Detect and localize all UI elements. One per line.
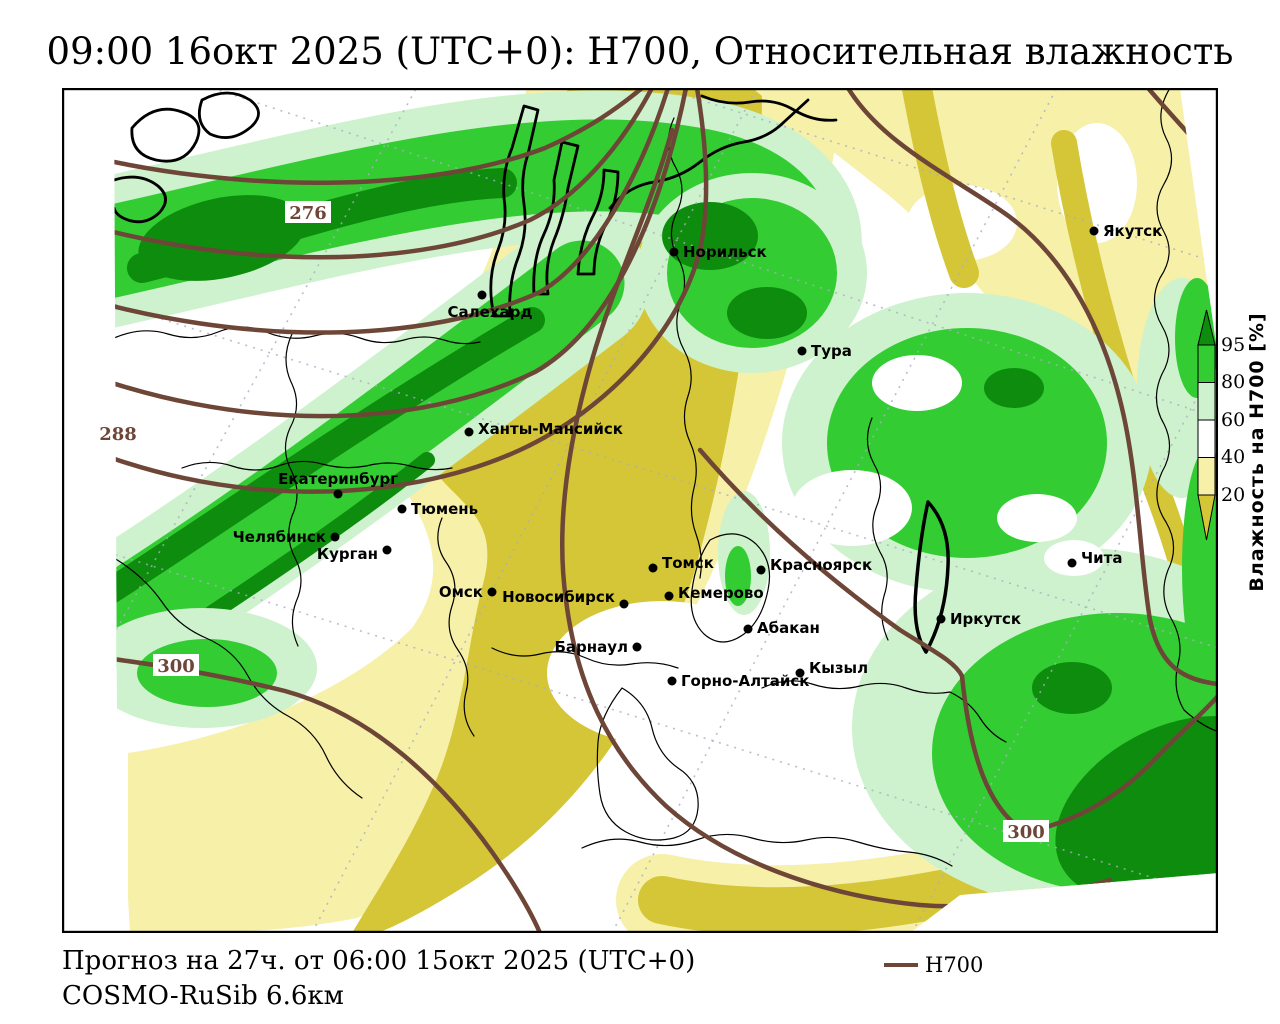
- colorbar-tick-20: 20: [1221, 484, 1246, 506]
- svg-text:Новосибирск: Новосибирск: [502, 588, 615, 606]
- svg-text:Челябинск: Челябинск: [233, 528, 326, 546]
- city-norilsk: Норильск: [669, 243, 767, 261]
- city-salekhard: Салехард: [448, 290, 533, 321]
- colorbar-tick-95: 95: [1221, 334, 1246, 356]
- svg-text:Кемерово: Кемерово: [678, 584, 764, 602]
- humidity-fill-layer: [114, 88, 1218, 933]
- svg-text:Салехард: Салехард: [448, 303, 533, 321]
- svg-text:Красноярск: Красноярск: [770, 556, 872, 574]
- contour-labels: 276 288 300 300: [95, 201, 1049, 843]
- svg-text:Тюмень: Тюмень: [411, 500, 478, 518]
- city-irkutsk: Иркутск: [936, 610, 1021, 628]
- svg-text:288: 288: [99, 424, 137, 445]
- city-barnaul: Барнаул: [554, 638, 642, 656]
- weather-map: 276 288 300 300 Норильск Якутск Салехард…: [61, 87, 1219, 934]
- svg-text:276: 276: [289, 203, 327, 224]
- contour-label: 276: [285, 201, 331, 224]
- model-info-line: COSMO-RuSib 6.6км: [62, 981, 344, 1011]
- svg-text:Якутск: Якутск: [1103, 222, 1162, 240]
- city-tyumen: Тюмень: [397, 500, 478, 518]
- city-novosibirsk: Новосибирск: [502, 588, 629, 609]
- svg-text:Омск: Омск: [439, 583, 483, 601]
- city-omsk: Омск: [439, 583, 497, 601]
- colorbar-tick-80: 80: [1221, 371, 1246, 393]
- contour-label: 300: [1003, 820, 1049, 843]
- city-krasnoyarsk: Красноярск: [756, 556, 872, 575]
- svg-text:300: 300: [1007, 822, 1045, 843]
- colorbar-tick-60: 60: [1221, 409, 1246, 431]
- city-chelyabinsk: Челябинск: [233, 528, 340, 546]
- svg-text:Норильск: Норильск: [683, 243, 767, 261]
- colorbar-tick-40: 40: [1221, 446, 1246, 468]
- city-kurgan: Курган: [317, 545, 392, 563]
- svg-text:Ханты-Мансийск: Ханты-Мансийск: [478, 420, 623, 438]
- city-yakutsk: Якутск: [1089, 222, 1162, 240]
- svg-text:Екатеринбург: Екатеринбург: [278, 470, 398, 488]
- city-kyzyl: Кызыл: [795, 659, 868, 678]
- svg-text:Иркутск: Иркутск: [950, 610, 1021, 628]
- contour-label: 288: [95, 422, 141, 445]
- map-area: 276 288 300 300 Норильск Якутск Салехард…: [61, 87, 1219, 934]
- colorbar: [1197, 309, 1216, 541]
- page-title: 09:00 16окт 2025 (UTC+0): H700, Относите…: [46, 30, 1234, 73]
- svg-text:Абакан: Абакан: [757, 619, 820, 637]
- svg-text:Барнаул: Барнаул: [554, 638, 628, 656]
- h700-contour-layer: [114, 88, 1218, 933]
- colorbar-title: Влажность на H700 [%]: [1246, 312, 1268, 592]
- h700-legend-line: [884, 963, 918, 967]
- city-tomsk: Томск: [648, 554, 714, 573]
- city-abakan: Абакан: [743, 619, 820, 637]
- h700-legend-label: H700: [925, 953, 984, 977]
- svg-text:Горно-Алтайск: Горно-Алтайск: [681, 672, 810, 690]
- svg-text:Тура: Тура: [811, 342, 852, 360]
- region-borders-layer: [114, 88, 1218, 867]
- city-markers: Норильск Якутск Салехард Тура Ханты-Манс…: [233, 222, 1163, 690]
- city-kemerovo: Кемерово: [664, 584, 764, 602]
- svg-text:Томск: Томск: [662, 554, 714, 572]
- coastline-layer: [114, 91, 950, 654]
- city-yekaterinburg: Екатеринбург: [278, 470, 398, 499]
- city-gorno-altaysk: Горно-Алтайск: [667, 672, 810, 690]
- svg-text:300: 300: [157, 656, 195, 677]
- svg-text:Чита: Чита: [1081, 549, 1122, 567]
- city-khanty-mansiysk: Ханты-Мансийск: [464, 420, 623, 438]
- svg-text:Кызыл: Кызыл: [809, 659, 868, 677]
- svg-text:Курган: Курган: [317, 545, 378, 563]
- map-frame: [61, 87, 1219, 934]
- h700-legend: H700: [884, 953, 983, 977]
- forecast-info-line: Прогноз на 27ч. от 06:00 15окт 2025 (UTC…: [62, 946, 696, 976]
- city-chita: Чита: [1067, 549, 1122, 568]
- city-tura: Тура: [797, 342, 852, 360]
- contour-label: 300: [153, 654, 199, 677]
